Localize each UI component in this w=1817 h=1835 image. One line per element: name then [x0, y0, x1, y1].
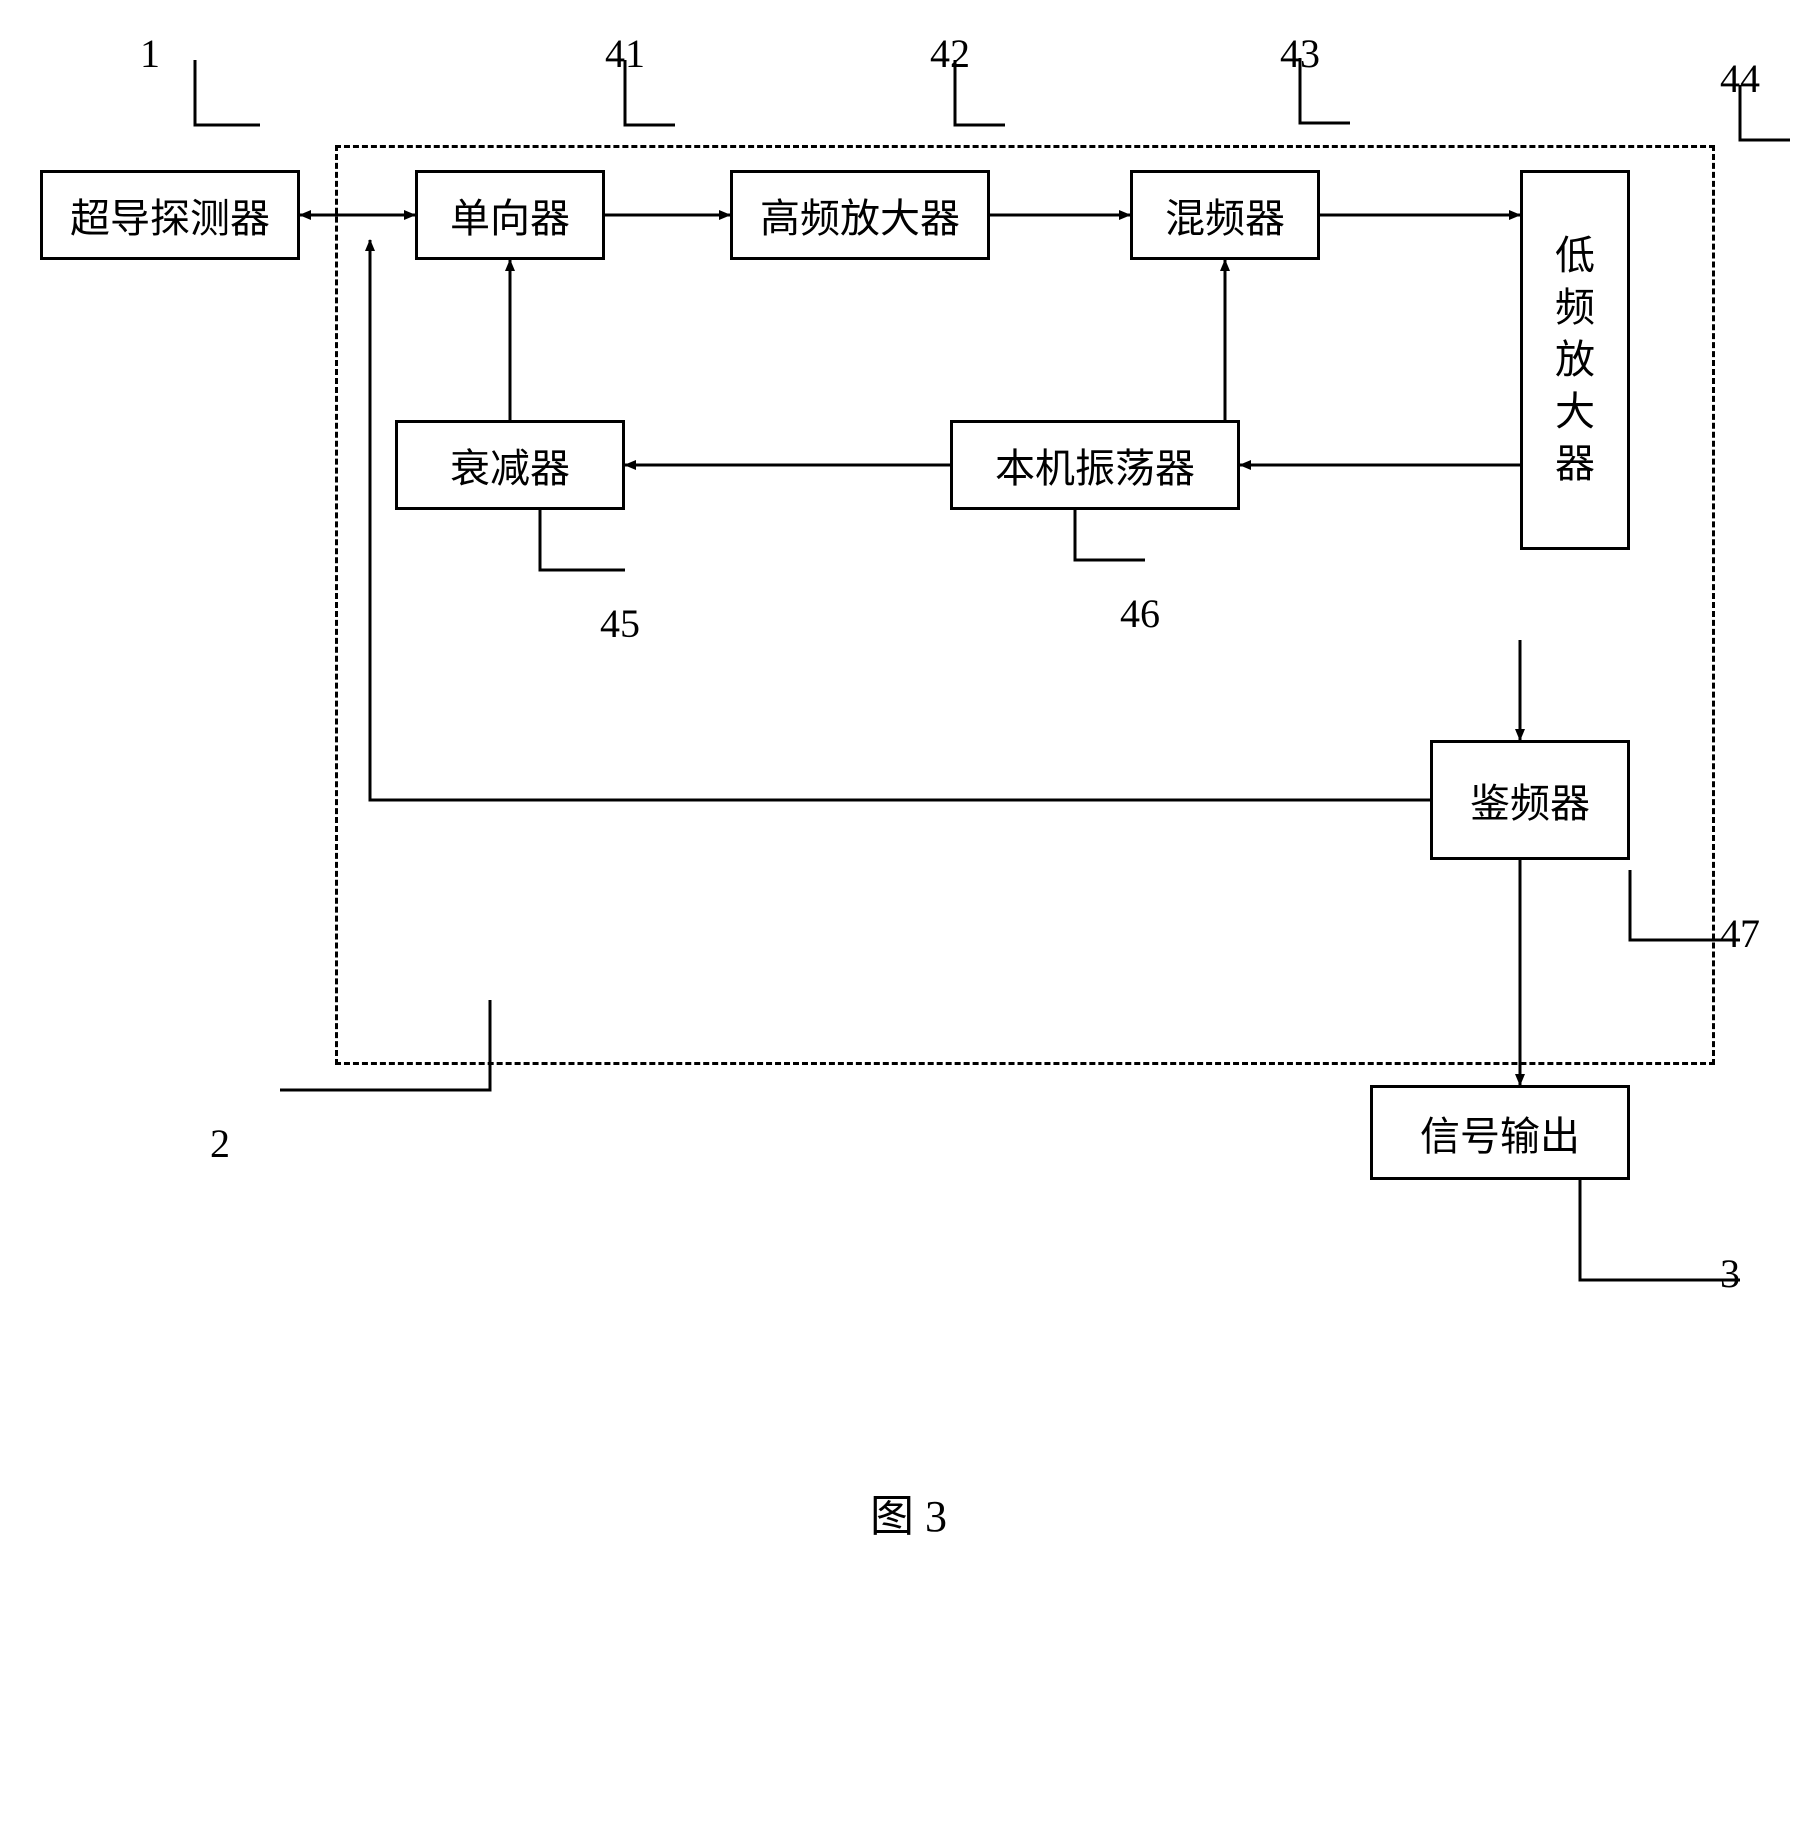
box-detector-label: 超导探测器 — [70, 186, 270, 244]
box-detector: 超导探测器 — [40, 170, 300, 260]
box-local-osc-label: 本机振荡器 — [995, 436, 1195, 494]
box-hf-amp-label: 高频放大器 — [760, 186, 960, 244]
box-isolator-label: 单向器 — [450, 186, 570, 244]
box-lf-amp: 低频放大器 — [1520, 170, 1630, 550]
label-44: 44 — [1720, 55, 1760, 102]
label-41: 41 — [605, 30, 645, 77]
box-mixer-label: 混频器 — [1165, 186, 1285, 244]
label-46: 46 — [1120, 590, 1160, 637]
box-mixer: 混频器 — [1130, 170, 1320, 260]
box-attenuator: 衰减器 — [395, 420, 625, 510]
figure-caption: 图 3 — [0, 1480, 1817, 1544]
label-47: 47 — [1720, 910, 1760, 957]
box-output: 信号输出 — [1370, 1085, 1630, 1180]
box-discrim: 鉴频器 — [1430, 740, 1630, 860]
label-3: 3 — [1720, 1250, 1740, 1297]
label-2: 2 — [210, 1120, 230, 1167]
label-42: 42 — [930, 30, 970, 77]
leader-3 — [1580, 1180, 1740, 1280]
box-hf-amp: 高频放大器 — [730, 170, 990, 260]
label-43: 43 — [1280, 30, 1320, 77]
box-lf-amp-label: 低频放大器 — [1555, 230, 1595, 490]
label-1: 1 — [140, 30, 160, 77]
box-attenuator-label: 衰减器 — [450, 436, 570, 494]
box-isolator: 单向器 — [415, 170, 605, 260]
box-local-osc: 本机振荡器 — [950, 420, 1240, 510]
box-output-label: 信号输出 — [1420, 1104, 1580, 1162]
label-45: 45 — [600, 600, 640, 647]
circuit-container — [335, 145, 1715, 1065]
box-discrim-label: 鉴频器 — [1470, 771, 1590, 829]
leader-1 — [195, 60, 260, 125]
